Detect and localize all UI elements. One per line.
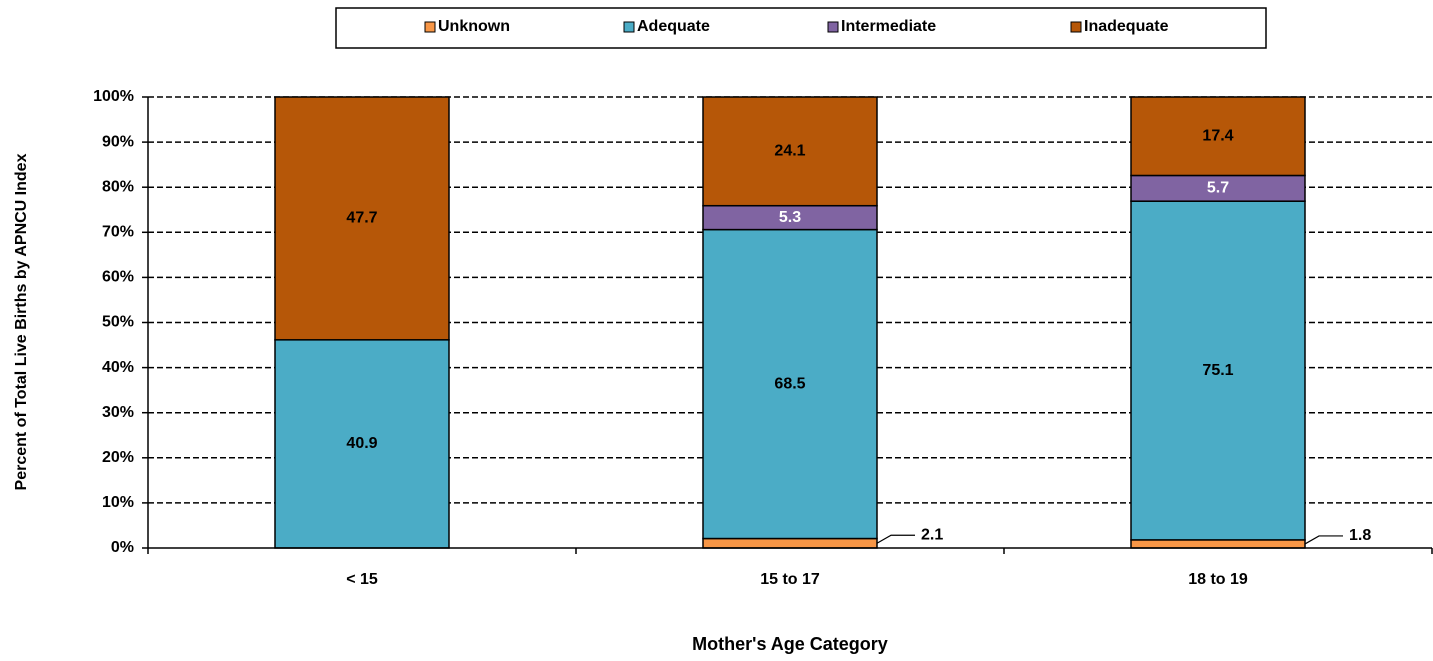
legend-label: Intermediate bbox=[841, 18, 936, 35]
data-label: 47.7 bbox=[346, 210, 377, 227]
legend-label: Unknown bbox=[438, 18, 510, 35]
y-tick-label: 60% bbox=[102, 269, 134, 286]
legend-swatch bbox=[424, 21, 436, 33]
legend-box bbox=[335, 7, 1267, 49]
data-label: 1.8 bbox=[1349, 527, 1371, 544]
y-axis-title: Percent of Total Live Births by APNCU In… bbox=[13, 153, 30, 490]
y-tick-label: 10% bbox=[102, 494, 134, 511]
x-axis-title: Mother's Age Category bbox=[692, 634, 888, 654]
data-label: 17.4 bbox=[1202, 127, 1233, 144]
y-tick-label: 80% bbox=[102, 178, 134, 195]
legend-label: Adequate bbox=[637, 18, 710, 35]
y-tick-label: 70% bbox=[102, 224, 134, 241]
leader-line bbox=[876, 534, 915, 544]
data-label: 5.7 bbox=[1207, 180, 1229, 197]
x-tick-label: 18 to 19 bbox=[1188, 571, 1248, 588]
data-label: 75.1 bbox=[1202, 362, 1233, 379]
data-label: 68.5 bbox=[774, 375, 805, 392]
bar-segment bbox=[702, 96, 878, 207]
legend-swatch bbox=[623, 21, 635, 33]
bar-segment bbox=[1130, 96, 1306, 177]
bar-segment bbox=[1130, 200, 1306, 541]
x-tick-label: < 15 bbox=[346, 571, 378, 588]
legend-swatch bbox=[1070, 21, 1082, 33]
y-tick-label: 50% bbox=[102, 314, 134, 331]
x-tick-label: 15 to 17 bbox=[760, 571, 820, 588]
y-tick-label: 100% bbox=[93, 88, 134, 105]
bar-segment bbox=[702, 228, 878, 540]
bar-segment bbox=[274, 96, 450, 341]
y-tick-label: 40% bbox=[102, 359, 134, 376]
bar-segment bbox=[274, 339, 450, 549]
y-tick-label: 20% bbox=[102, 449, 134, 466]
bar-segment bbox=[1130, 539, 1306, 549]
leader-line bbox=[1304, 535, 1343, 545]
y-tick-label: 90% bbox=[102, 133, 134, 150]
data-label: 2.1 bbox=[921, 526, 943, 543]
data-label: 24.1 bbox=[774, 143, 805, 160]
bar-segment bbox=[702, 537, 878, 549]
y-tick-label: 30% bbox=[102, 404, 134, 421]
legend-swatch bbox=[827, 21, 839, 33]
legend-label: Inadequate bbox=[1084, 18, 1169, 35]
data-label: 40.9 bbox=[346, 435, 377, 452]
y-tick-label: 0% bbox=[111, 539, 134, 556]
data-label: 5.3 bbox=[779, 209, 801, 226]
